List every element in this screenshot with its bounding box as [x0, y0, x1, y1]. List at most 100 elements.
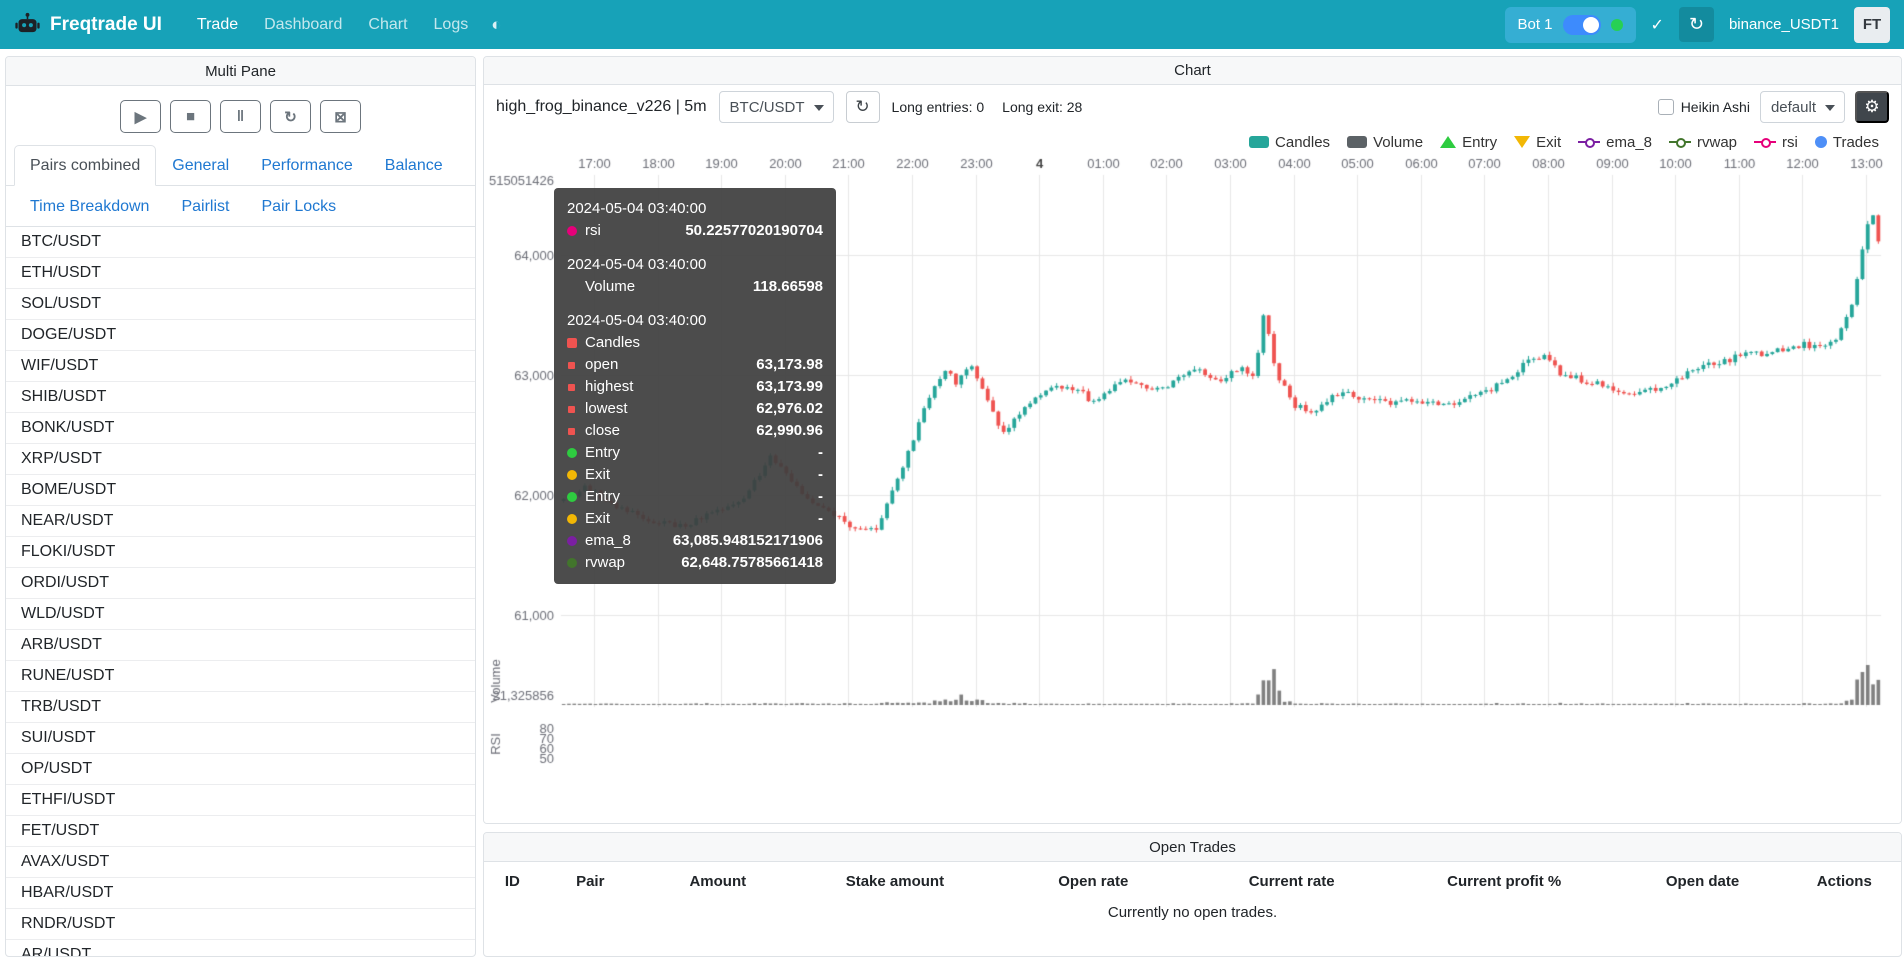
- bot-online-dot-icon: [1610, 18, 1623, 31]
- pair-list-item[interactable]: DOGE/USDT: [6, 320, 475, 351]
- pause-bot-button[interactable]: ‖: [220, 100, 261, 133]
- legend-candles[interactable]: Candles: [1249, 134, 1330, 151]
- pair-list-item[interactable]: NEAR/USDT: [6, 506, 475, 537]
- open-trades-column-header[interactable]: Amount: [689, 873, 747, 890]
- pair-list-item[interactable]: RUNE/USDT: [6, 661, 475, 692]
- legend-label: Trades: [1832, 133, 1879, 151]
- pair-label: BTC/USDT: [21, 233, 101, 250]
- pair-list-item[interactable]: SUI/USDT: [6, 723, 475, 754]
- bot-selector[interactable]: Bot 1: [1504, 6, 1636, 43]
- pair-list-item[interactable]: BOME/USDT: [6, 475, 475, 506]
- sidebar-tab[interactable]: General: [172, 156, 230, 174]
- sidebar-tab[interactable]: Pairs combined: [14, 145, 157, 186]
- pair-list-item[interactable]: AR/USDT: [6, 940, 475, 956]
- pair-label: WLD/USDT: [21, 605, 105, 622]
- pair-list-item[interactable]: SOL/USDT: [6, 289, 475, 320]
- open-trades-column-header[interactable]: Current rate: [1248, 873, 1335, 890]
- nav-link[interactable]: Trade: [196, 15, 239, 33]
- bot-enable-toggle[interactable]: [1562, 14, 1601, 35]
- heikin-ashi-label: Heikin Ashi: [1680, 99, 1750, 116]
- legend-label: rsi: [1782, 133, 1798, 151]
- open-trades-column-header[interactable]: Open date: [1665, 873, 1740, 890]
- legend-exit[interactable]: Exit: [1514, 134, 1561, 151]
- open-trades-header: Open Trades: [484, 833, 1901, 862]
- pair-label: ETHFI/USDT: [21, 791, 116, 808]
- open-trades-column-header[interactable]: Current profit %: [1447, 873, 1562, 890]
- chart-refresh-button[interactable]: ↻: [845, 91, 880, 124]
- pair-list-item[interactable]: XRP/USDT: [6, 444, 475, 475]
- start-bot-button[interactable]: ▶: [120, 100, 161, 133]
- legend-trades[interactable]: Trades: [1814, 133, 1879, 151]
- pair-list-item[interactable]: BONK/USDT: [6, 413, 475, 444]
- legend-label: Exit: [1536, 133, 1562, 151]
- legend-marker-icon: [1249, 136, 1270, 149]
- chart-panel: Chart high_frog_binance_v226 | 5m BTC/US…: [483, 56, 1902, 824]
- open-trades-column-header[interactable]: Stake amount: [845, 873, 945, 890]
- pair-list-item[interactable]: WLD/USDT: [6, 599, 475, 630]
- pair-select[interactable]: BTC/USDT: [718, 91, 834, 124]
- legend-rvwap[interactable]: rvwap: [1669, 134, 1737, 151]
- pair-list-item[interactable]: HBAR/USDT: [6, 878, 475, 909]
- nav-link[interactable]: Dashboard: [264, 15, 343, 33]
- plot-settings-gear-button[interactable]: ⚙: [1855, 91, 1889, 124]
- pair-list-item[interactable]: ARB/USDT: [6, 630, 475, 661]
- stop-bot-button[interactable]: ■: [170, 100, 211, 133]
- plot-config-select[interactable]: default: [1759, 91, 1845, 124]
- nav-link[interactable]: Chart: [368, 15, 408, 33]
- pair-label: HBAR/USDT: [21, 884, 114, 901]
- open-trades-column-header[interactable]: Open rate: [1058, 873, 1129, 890]
- open-trades-column-header[interactable]: Actions: [1816, 873, 1872, 890]
- pair-list-item[interactable]: ETH/USDT: [6, 258, 475, 289]
- pair-label: AVAX/USDT: [21, 853, 110, 870]
- theme-toggle-icon[interactable]: ◐: [491, 14, 502, 34]
- exchange-account-label: binance_USDT1: [1728, 16, 1839, 33]
- navbar-reload-button[interactable]: ↻: [1678, 7, 1714, 42]
- pair-label: OP/USDT: [21, 760, 93, 777]
- price-chart-canvas[interactable]: [484, 155, 1901, 823]
- pair-list-item[interactable]: BTC/USDT: [6, 227, 475, 258]
- chart-toolbar-right: Heikin Ashi default ⚙: [1657, 91, 1889, 124]
- pair-select-value: BTC/USDT: [729, 98, 805, 116]
- sidebar-tab[interactable]: Balance: [384, 156, 443, 174]
- sidebar-tab[interactable]: Pair Locks: [261, 197, 337, 215]
- sidebar-tab[interactable]: Performance: [261, 156, 353, 174]
- legend-marker-icon: [1440, 136, 1457, 149]
- open-trades-column-header[interactable]: ID: [504, 873, 520, 890]
- force-exit-button[interactable]: ⊠: [320, 100, 361, 133]
- pair-label: ORDI/USDT: [21, 574, 109, 591]
- open-trades-column-header[interactable]: Pair: [576, 873, 605, 890]
- brand[interactable]: Freqtrade UI: [14, 11, 162, 38]
- right-column: Chart high_frog_binance_v226 | 5m BTC/US…: [483, 56, 1902, 957]
- bot-name-label: Bot 1: [1517, 16, 1553, 33]
- pair-list-item[interactable]: ETHFI/USDT: [6, 785, 475, 816]
- user-avatar[interactable]: FT: [1854, 6, 1890, 43]
- legend-label: ema_8: [1606, 133, 1653, 151]
- legend-rsi[interactable]: rsi: [1754, 134, 1798, 151]
- chart-area: 2024-05-04 03:40:00 rsi 50.2257702019070…: [484, 155, 1901, 823]
- pair-list-item[interactable]: FET/USDT: [6, 816, 475, 847]
- pair-list-item[interactable]: AVAX/USDT: [6, 847, 475, 878]
- pair-label: DOGE/USDT: [21, 326, 117, 343]
- nav-link[interactable]: Logs: [433, 15, 469, 33]
- top-navbar: Freqtrade UI Trade Dashboard Chart Logs …: [0, 0, 1904, 49]
- legend-volume[interactable]: Volume: [1347, 134, 1423, 151]
- open-trades-title: Open Trades: [1149, 838, 1236, 856]
- reload-config-button[interactable]: ↻: [270, 100, 311, 133]
- pair-label: NEAR/USDT: [21, 512, 114, 529]
- sidebar-tab[interactable]: Time Breakdown: [30, 197, 150, 215]
- heikin-ashi-checkbox[interactable]: [1657, 99, 1674, 116]
- pair-label: RNDR/USDT: [21, 915, 116, 932]
- pair-list-item[interactable]: WIF/USDT: [6, 351, 475, 382]
- pair-list-item[interactable]: OP/USDT: [6, 754, 475, 785]
- pair-label: TRB/USDT: [21, 698, 101, 715]
- bot-control-buttons: ▶ ■ ‖ ↻ ⊠: [6, 86, 475, 145]
- pair-list-item[interactable]: ORDI/USDT: [6, 568, 475, 599]
- pair-list-item[interactable]: FLOKI/USDT: [6, 537, 475, 568]
- legend-ema-8[interactable]: ema_8: [1578, 134, 1652, 151]
- legend-entry[interactable]: Entry: [1440, 134, 1497, 151]
- sidebar-tab[interactable]: Pairlist: [181, 197, 230, 215]
- chart-toolbar: high_frog_binance_v226 | 5m BTC/USDT ↻ L…: [484, 85, 1901, 129]
- pair-list-item[interactable]: TRB/USDT: [6, 692, 475, 723]
- pair-list-item[interactable]: RNDR/USDT: [6, 909, 475, 940]
- pair-list-item[interactable]: SHIB/USDT: [6, 382, 475, 413]
